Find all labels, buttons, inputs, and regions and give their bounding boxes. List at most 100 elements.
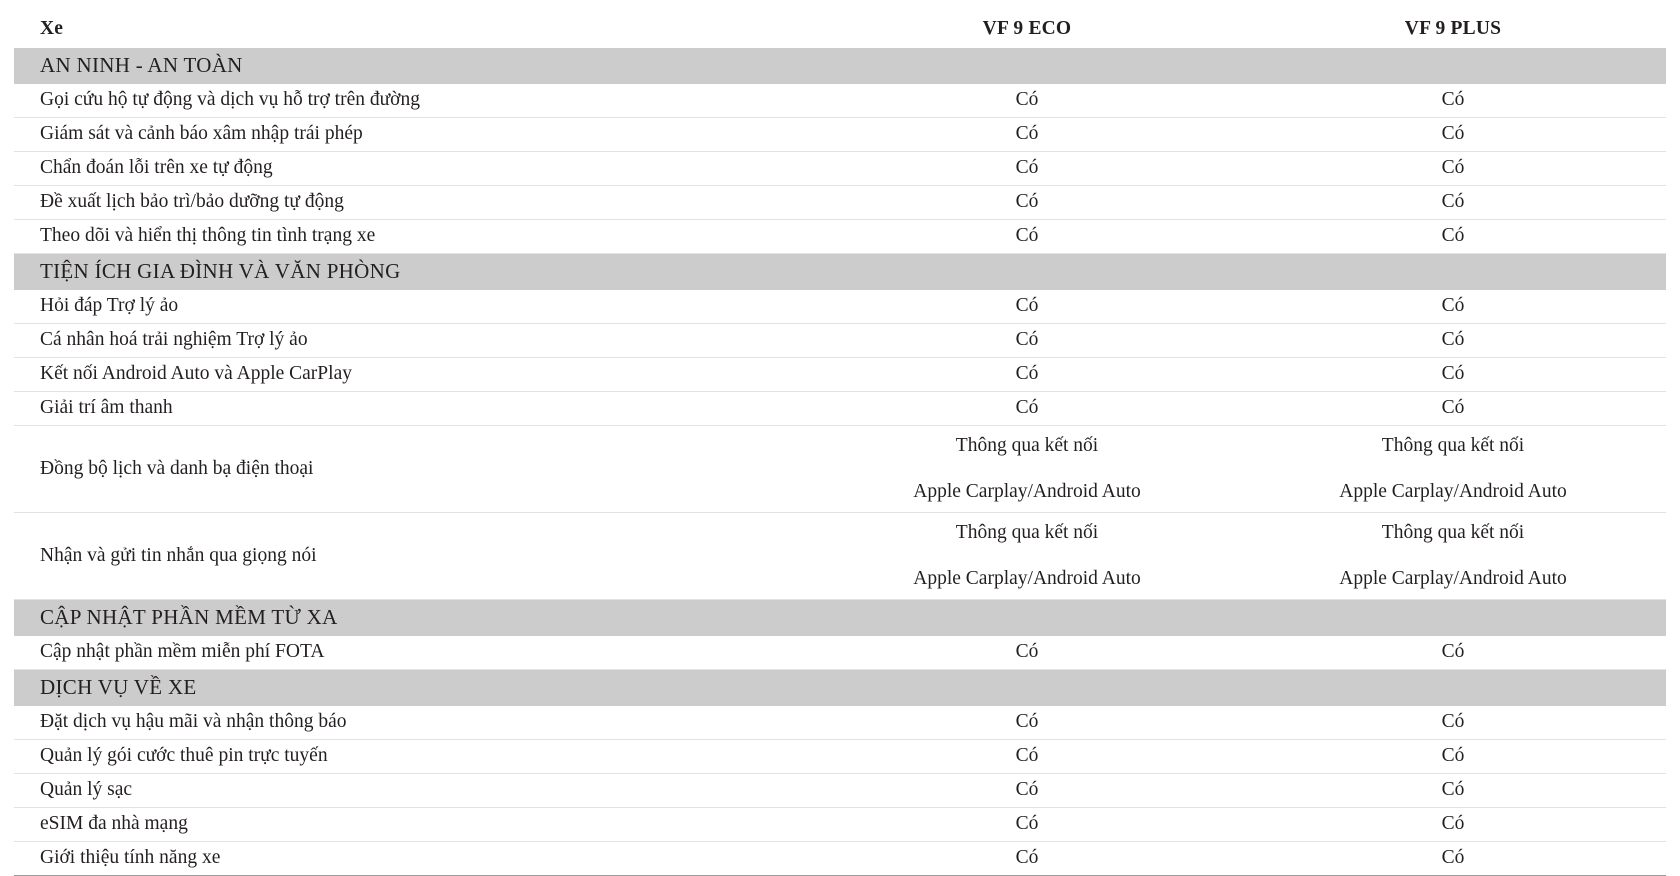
value-line: Thông qua kết nối: [955, 435, 1099, 456]
section-spacer-cell: [814, 253, 1240, 290]
value-line: Thông qua kết nối: [1381, 522, 1525, 543]
feature-label: Đề xuất lịch bảo trì/bảo dưỡng tự động: [14, 185, 814, 220]
table-row: Hỏi đáp Trợ lý ảo Có Có: [14, 290, 1666, 324]
value-cell-vf9-eco: Có: [814, 323, 1240, 358]
feature-label: eSIM đa nhà mạng: [14, 807, 814, 842]
value-line: Có: [1015, 813, 1039, 834]
section-spacer-cell: [1240, 669, 1666, 706]
table-row: Cập nhật phần mềm miễn phí FOTA Có Có: [14, 636, 1666, 670]
table-body: AN NINH - AN TOÀN Gọi cứu hộ tự động và d…: [14, 48, 1666, 876]
value-cell-vf9-plus: Có: [1240, 323, 1666, 358]
value-cell-vf9-plus: Có: [1240, 357, 1666, 392]
value-line: Có: [1015, 397, 1039, 418]
feature-label: Quản lý sạc: [14, 773, 814, 808]
table-row: Nhận và gửi tin nhắn qua giọng nói Thông …: [14, 512, 1666, 600]
feature-label: Gọi cứu hộ tự động và dịch vụ hỗ trợ trê…: [14, 84, 814, 118]
value-line: Có: [1441, 329, 1465, 350]
section-spacer-cell: [1240, 48, 1666, 84]
value-cell-vf9-plus: Có: [1240, 706, 1666, 740]
value-line: Apple Carplay/Android Auto: [913, 567, 1141, 589]
table-row: Chẩn đoán lỗi trên xe tự động Có Có: [14, 151, 1666, 186]
value-line: Có: [1015, 89, 1039, 110]
value-line: Có: [1015, 329, 1039, 350]
section-title: CẬP NHẬT PHẦN MỀM TỪ XA: [14, 599, 814, 636]
value-cell-vf9-eco: Có: [814, 391, 1240, 426]
header-row: Xe VF 9 ECO VF 9 PLUS: [14, 0, 1666, 48]
value-line: Có: [1441, 745, 1465, 766]
feature-label: Giải trí âm thanh: [14, 391, 814, 426]
section-header-row: TIỆN ÍCH GIA ĐÌNH VÀ VĂN PHÒNG: [14, 253, 1666, 290]
feature-label: Chẩn đoán lỗi trên xe tự động: [14, 151, 814, 186]
value-cell-vf9-plus: Có: [1240, 391, 1666, 426]
value-cell-vf9-eco: Thông qua kết nối Apple Carplay/Android A…: [814, 425, 1240, 513]
value-cell-vf9-plus: Có: [1240, 773, 1666, 808]
value-line: Có: [1015, 191, 1039, 212]
table-row: Giám sát và cảnh báo xâm nhập trái phép C…: [14, 117, 1666, 152]
value-cell-vf9-eco: Có: [814, 185, 1240, 220]
value-line: Apple Carplay/Android Auto: [1339, 480, 1567, 502]
table-row: Quản lý gói cước thuê pin trực tuyến Có Có: [14, 739, 1666, 774]
value-line: Có: [1015, 363, 1039, 384]
value-line: Có: [1441, 641, 1465, 662]
table-row: Đề xuất lịch bảo trì/bảo dưỡng tự động Có…: [14, 185, 1666, 220]
feature-label: Cập nhật phần mềm miễn phí FOTA: [14, 636, 814, 670]
value-line: Có: [1441, 779, 1465, 800]
column-header-vf9-plus: VF 9 PLUS: [1404, 18, 1502, 39]
value-cell-vf9-plus: Có: [1240, 117, 1666, 152]
value-line: Có: [1441, 295, 1465, 316]
value-cell-vf9-plus: Có: [1240, 290, 1666, 324]
table-row: Quản lý sạc Có Có: [14, 773, 1666, 808]
table-row: eSIM đa nhà mạng Có Có: [14, 807, 1666, 842]
value-cell-vf9-eco: Có: [814, 117, 1240, 152]
table-row: Đặt dịch vụ hậu mãi và nhận thông báo Có C…: [14, 706, 1666, 740]
section-title: AN NINH - AN TOÀN: [14, 48, 814, 84]
value-line: Có: [1015, 711, 1039, 732]
table-row: Đồng bộ lịch và danh bạ điện thoại Thông …: [14, 425, 1666, 513]
value-cell-vf9-plus: Có: [1240, 739, 1666, 774]
value-cell-vf9-eco: Có: [814, 357, 1240, 392]
value-line: Có: [1015, 157, 1039, 178]
feature-label: Kết nối Android Auto và Apple CarPlay: [14, 357, 814, 392]
table-row: Giới thiệu tính năng xe Có Có: [14, 841, 1666, 876]
value-cell-vf9-eco: Có: [814, 841, 1240, 876]
value-cell-vf9-eco: Có: [814, 739, 1240, 774]
value-cell-vf9-plus: Có: [1240, 219, 1666, 254]
value-cell-vf9-eco: Có: [814, 84, 1240, 118]
value-cell-vf9-eco: Có: [814, 290, 1240, 324]
table-header: Xe VF 9 ECO VF 9 PLUS: [14, 0, 1666, 48]
section-spacer-cell: [814, 599, 1240, 636]
section-title: TIỆN ÍCH GIA ĐÌNH VÀ VĂN PHÒNG: [14, 253, 814, 290]
value-cell-vf9-eco: Thông qua kết nối Apple Carplay/Android A…: [814, 512, 1240, 600]
feature-label: Nhận và gửi tin nhắn qua giọng nói: [14, 512, 814, 600]
feature-label: Giới thiệu tính năng xe: [14, 841, 814, 876]
value-line: Có: [1441, 191, 1465, 212]
value-line: Apple Carplay/Android Auto: [1339, 567, 1567, 589]
section-title: DỊCH VỤ VỀ XE: [14, 669, 814, 706]
value-line: Có: [1441, 89, 1465, 110]
column-header-vf9-eco: VF 9 ECO: [982, 18, 1072, 39]
feature-label: Đồng bộ lịch và danh bạ điện thoại: [14, 425, 814, 513]
value-cell-vf9-plus: Có: [1240, 151, 1666, 186]
value-line: Có: [1441, 397, 1465, 418]
table-row: Giải trí âm thanh Có Có: [14, 391, 1666, 426]
table-row: Kết nối Android Auto và Apple CarPlay Có C…: [14, 357, 1666, 392]
value-cell-vf9-plus: Có: [1240, 185, 1666, 220]
value-cell-vf9-eco: Có: [814, 219, 1240, 254]
column-header-feature: Xe: [40, 18, 64, 39]
value-cell-vf9-plus: Có: [1240, 807, 1666, 842]
value-cell-vf9-plus: Có: [1240, 636, 1666, 670]
section-spacer-cell: [1240, 253, 1666, 290]
value-line: Có: [1015, 641, 1039, 662]
feature-label: Theo dõi và hiển thị thông tin tình trạn…: [14, 219, 814, 254]
value-cell-vf9-plus: Thông qua kết nối Apple Carplay/Android A…: [1240, 425, 1666, 513]
value-line: Có: [1015, 847, 1039, 868]
table-row: Gọi cứu hộ tự động và dịch vụ hỗ trợ trê…: [14, 84, 1666, 118]
value-cell-vf9-plus: Có: [1240, 84, 1666, 118]
section-spacer-cell: [814, 669, 1240, 706]
value-line: Có: [1015, 225, 1039, 246]
value-line: Có: [1441, 225, 1465, 246]
value-line: Apple Carplay/Android Auto: [913, 480, 1141, 502]
value-line: Có: [1015, 295, 1039, 316]
value-line: Có: [1015, 745, 1039, 766]
